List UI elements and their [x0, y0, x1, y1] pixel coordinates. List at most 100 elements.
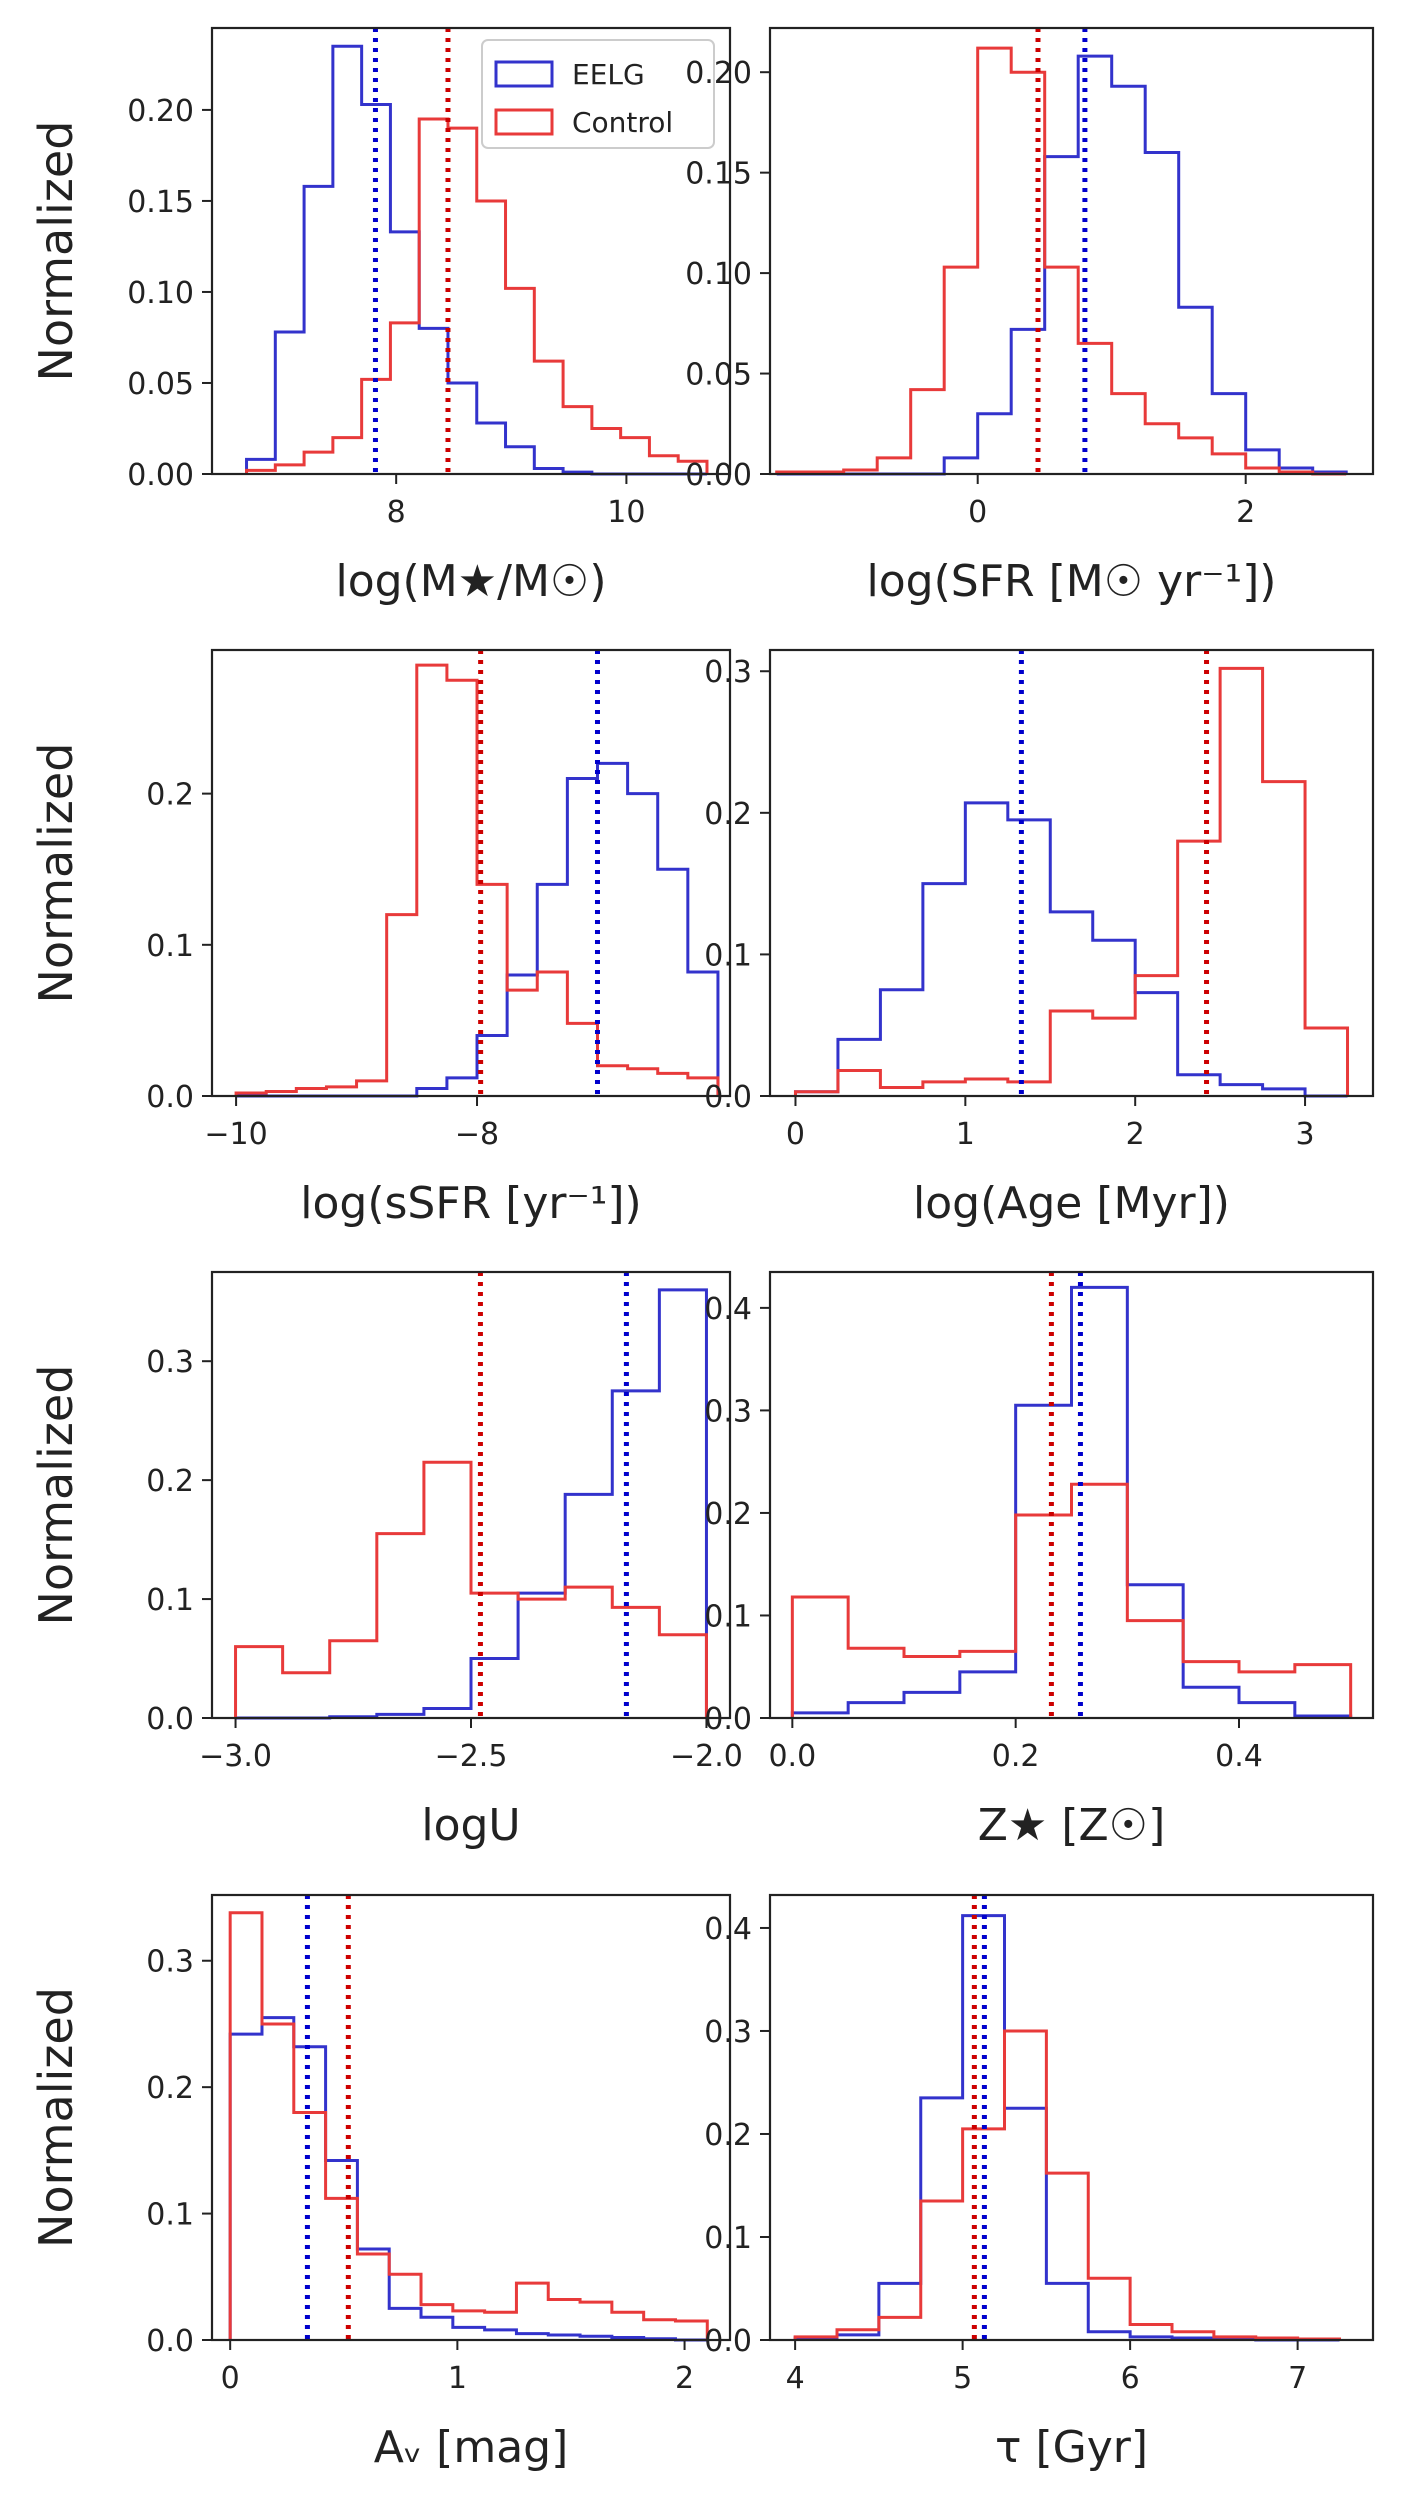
y-tick-label-metal: 0.2 — [704, 1497, 752, 1532]
y-tick-label-age: 0.1 — [704, 938, 752, 973]
histogram-control-sfr — [775, 46, 1347, 476]
x-axis-label-sfr: log(SFR [M☉ yr⁻¹]) — [867, 556, 1277, 607]
y-tick-label-tau: 0.0 — [704, 2324, 752, 2359]
y-tick-label-mass: 0.10 — [127, 276, 194, 311]
y-tick-label-sfr: 0.10 — [685, 257, 752, 292]
histogram-control-mass — [245, 117, 709, 474]
y-tick-label-mass: 0.20 — [127, 94, 194, 129]
histogram-eelg-tau — [793, 1914, 1340, 2342]
y-tick-label-metal: 0.4 — [704, 1292, 752, 1327]
x-tick-label-tau: 5 — [953, 2361, 972, 2396]
x-tick-label-sfr: 0 — [968, 495, 987, 530]
y-tick-label-ssfr: 0.2 — [146, 778, 194, 813]
legend-label-eelg: EELG — [572, 58, 645, 91]
y-tick-label-tau: 0.1 — [704, 2221, 752, 2256]
x-tick-label-mass: 8 — [387, 495, 406, 530]
y-tick-label-ssfr: 0.1 — [146, 929, 194, 964]
axes-frame-av — [210, 1893, 732, 2342]
x-axis-label-metal: Z★ [Z☉] — [978, 1800, 1166, 1851]
axes-frame-ssfr — [210, 648, 732, 1098]
y-tick-label-av: 0.2 — [146, 2071, 194, 2106]
y-tick-label-mass: 0.05 — [127, 367, 194, 402]
panel-age: 0 1 2 3 0.0 0.1 0.2 0.3 log(Age [Myr]) — [704, 648, 1375, 1229]
y-tick-label-av: 0.0 — [146, 2324, 194, 2359]
y-tick-label-tau: 0.2 — [704, 2118, 752, 2153]
y-axis-label-ssfr: Normalized — [29, 743, 83, 1004]
x-tick-label-logu: −2.0 — [670, 1739, 743, 1774]
x-tick-label-mass: 10 — [607, 495, 645, 530]
x-axis-label-tau: τ [Gyr] — [995, 2422, 1148, 2473]
y-tick-label-logu: 0.2 — [146, 1464, 194, 1499]
x-tick-label-metal: 0.2 — [992, 1739, 1040, 1774]
x-tick-label-metal: 0.0 — [768, 1739, 816, 1774]
y-tick-label-tau: 0.3 — [704, 2015, 752, 2050]
y-tick-label-age: 0.3 — [704, 655, 752, 690]
histogram-control-metal — [790, 1482, 1353, 1718]
y-tick-label-av: 0.1 — [146, 2198, 194, 2233]
histogram-control-av — [228, 1911, 709, 2340]
panel-tau: 4 5 6 7 0.0 0.1 0.2 0.3 0.4 τ [Gyr] — [704, 1893, 1375, 2473]
panel-av: 0 1 2 0.0 0.1 0.2 0.3 Aᵥ [mag] Normalized — [29, 1893, 732, 2473]
legend-label-control: Control — [572, 106, 673, 139]
x-tick-label-metal: 0.4 — [1215, 1739, 1263, 1774]
y-tick-label-logu: 0.1 — [146, 1583, 194, 1618]
y-tick-label-mass: 0.00 — [127, 458, 194, 493]
histogram-eelg-sfr — [776, 54, 1348, 476]
y-tick-label-metal: 0.0 — [704, 1702, 752, 1737]
axes-frame-age — [768, 648, 1375, 1098]
x-axis-label-age: log(Age [Myr]) — [913, 1178, 1230, 1229]
x-tick-label-age: 0 — [786, 1117, 805, 1152]
x-tick-label-tau: 7 — [1288, 2361, 1307, 2396]
histogram-eelg-av — [228, 2016, 708, 2342]
y-tick-label-metal: 0.3 — [704, 1394, 752, 1429]
histogram-control-ssfr — [234, 663, 720, 1096]
x-axis-label-mass: log(M★/M☉) — [335, 556, 606, 607]
panel-metal: 0.0 0.2 0.4 0.0 0.1 0.2 0.3 0.4 Z★ [Z☉] — [704, 1270, 1375, 1851]
histogram-eelg-logu — [235, 1288, 708, 1720]
histogram-eelg-age — [793, 801, 1348, 1098]
x-axis-label-av: Aᵥ [mag] — [374, 2422, 569, 2473]
x-tick-label-av: 2 — [675, 2361, 694, 2396]
y-axis-label-logu: Normalized — [29, 1365, 83, 1626]
y-tick-label-age: 0.2 — [704, 797, 752, 832]
x-tick-label-tau: 4 — [786, 2361, 805, 2396]
y-tick-label-age: 0.0 — [704, 1080, 752, 1115]
x-tick-label-logu: −2.5 — [435, 1739, 508, 1774]
legend: EELG Control — [481, 39, 715, 149]
panel-ssfr: −10 −8 0.0 0.1 0.2 log(sSFR [yr⁻¹]) Normalized — [29, 648, 732, 1229]
x-tick-label-ssfr: −10 — [204, 1117, 267, 1152]
x-tick-label-ssfr: −8 — [455, 1117, 499, 1152]
axes-frame-metal — [768, 1270, 1375, 1720]
axes-frame-sfr — [768, 26, 1375, 476]
x-tick-label-av: 0 — [221, 2361, 240, 2396]
x-tick-label-logu: −3.0 — [199, 1739, 272, 1774]
histogram-control-logu — [234, 1460, 708, 1718]
x-tick-label-age: 2 — [1126, 1117, 1145, 1152]
histogram-eelg-mass — [245, 44, 707, 476]
histogram-eelg-metal — [790, 1285, 1353, 1718]
x-tick-label-tau: 6 — [1121, 2361, 1140, 2396]
x-axis-label-logu: logU — [421, 1800, 520, 1851]
y-tick-label-tau: 0.4 — [704, 1912, 752, 1947]
y-tick-label-sfr: 0.20 — [685, 56, 752, 91]
y-tick-label-logu: 0.3 — [146, 1345, 194, 1380]
panel-mass: 8 10 0.00 0.05 0.10 0.15 0.20 log(M★/M☉) Normali… — [29, 26, 732, 607]
x-tick-label-sfr: 2 — [1236, 495, 1255, 530]
y-axis-label-mass: Normalized — [29, 121, 83, 382]
y-tick-label-ssfr: 0.0 — [146, 1080, 194, 1115]
x-tick-label-age: 3 — [1296, 1117, 1315, 1152]
x-tick-label-av: 1 — [448, 2361, 467, 2396]
histogram-control-age — [793, 666, 1350, 1096]
legend-swatch-eelg — [494, 60, 554, 88]
y-tick-label-logu: 0.0 — [146, 1702, 194, 1737]
y-tick-label-sfr: 0.15 — [685, 157, 752, 192]
y-tick-label-av: 0.3 — [146, 1945, 194, 1980]
x-tick-label-age: 1 — [956, 1117, 975, 1152]
axes-frame-mass — [210, 26, 732, 476]
x-axis-label-ssfr: log(sSFR [yr⁻¹]) — [300, 1178, 641, 1229]
panel-sfr: 0 2 0.00 0.05 0.10 0.15 0.20 log(SFR [M☉ yr⁻¹]) — [685, 26, 1375, 607]
legend-swatch-control — [494, 108, 554, 136]
histogram-control-tau — [793, 2029, 1341, 2341]
legend-box — [481, 39, 715, 149]
